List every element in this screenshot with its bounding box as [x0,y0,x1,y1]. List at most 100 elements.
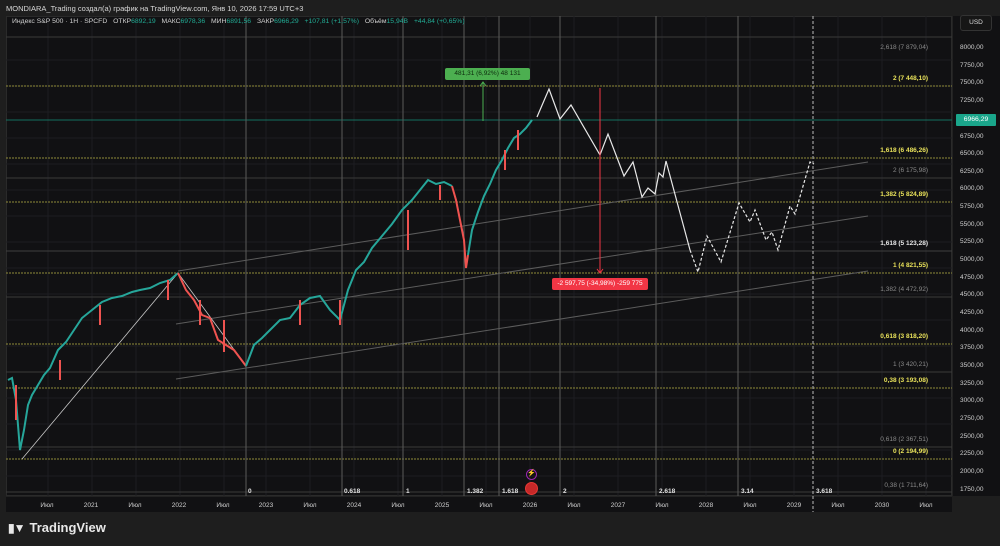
fib-time-label: 0.618 [344,488,361,495]
fib-time-label: 2 [563,488,567,495]
measure-down-badge[interactable]: -2 597,75 (-34,98%) -259 775 [552,278,648,290]
time-tick: 2022 [171,502,187,509]
bearish-candles [15,130,519,420]
time-tick: Июл [743,502,757,509]
time-tick: Июл [655,502,669,509]
price-tick: 1750,00 [960,486,984,493]
time-tick: 2028 [698,502,714,509]
fib-level-label: 2 (6 175,98) [892,167,928,174]
volume-change: +44,84 (+0,65%) [413,18,465,25]
volume-value: 15,94B [386,18,409,25]
trend-channel [175,161,869,380]
fib-level-label: 0,38 (1 711,64) [884,482,928,489]
fib-level-label: 0 (2 194,99) [892,448,928,455]
footer [0,512,1000,546]
projection-path-solid [536,87,691,251]
chart-header-title: MONDIARA_Trading создал(а) график на Tra… [0,0,1000,16]
price-tick: 4250,00 [960,309,984,316]
projection-path-dashed [689,161,815,275]
price-tick: 3000,00 [960,397,984,404]
time-tick: Июл [128,502,142,509]
fib-level-label: 1,618 (5 123,28) [880,240,928,247]
price-tick: 4500,00 [960,291,984,298]
fib-time-label: 1.618 [502,488,519,495]
current-price-label: 6966,29 [956,114,996,126]
price-tick: 8000,00 [960,44,984,51]
time-tick: Июл [303,502,317,509]
time-tick: Июл [479,502,493,509]
tradingview-logo-icon: ▮▼ [8,520,26,535]
fib-time-label: 3.14 [741,488,754,495]
fib-anchor-lines [21,272,247,460]
fib-time-label: 3.618 [816,488,833,495]
time-tick: 2027 [610,502,626,509]
fib-level-label: 0,618 (3 818,20) [880,333,928,340]
price-tick: 5250,00 [960,238,984,245]
change-value: +107,81 (+1,57%) [304,18,359,25]
price-tick: 6000,00 [960,185,984,192]
time-axis[interactable] [6,496,952,512]
close-value: 6966,29 [274,18,299,25]
fib-time-label: 2.618 [659,488,676,495]
time-tick: 2030 [874,502,890,509]
symbol-legend[interactable]: Индекс S&P 500 · 1H · SPCFD ОТКР6892,19 … [12,18,465,25]
us-flag-event-icon[interactable] [525,482,538,495]
volume-label: Объём [364,18,387,25]
time-tick: 2023 [258,502,274,509]
price-tick: 5750,00 [960,203,984,210]
price-tick: 2750,00 [960,415,984,422]
price-tick: 7250,00 [960,97,984,104]
time-tick: Июл [216,502,230,509]
time-tick: 2021 [83,502,99,509]
price-tick: 3750,00 [960,344,984,351]
time-tick: 2025 [434,502,450,509]
fib-level-label: 2 (7 448,10) [892,75,928,82]
time-tick: Июл [391,502,405,509]
high-label: МАКС [161,18,181,25]
low-value: 6891,56 [226,18,252,25]
measure-up-badge[interactable]: 481,31 (6,92%) 48 131 [445,68,530,80]
price-tick: 4750,00 [960,274,984,281]
fib-level-label: 1,382 (4 472,92) [880,286,928,293]
fib-time-label: 0 [248,488,252,495]
open-label: ОТКР [113,18,132,25]
lightning-event-icon[interactable]: ⚡ [526,469,537,480]
time-tick: Июл [831,502,845,509]
time-tick: Июл [567,502,581,509]
fib-levels [6,36,952,493]
grid-lines [6,16,952,496]
open-value: 6892,19 [131,18,156,25]
symbol-name: Индекс S&P 500 · 1H · SPCFD [12,18,108,25]
close-label: ЗАКР [256,18,275,25]
price-axis[interactable] [952,16,1000,496]
price-tick: 6250,00 [960,168,984,175]
tradingview-logo[interactable]: ▮▼ TradingView [8,520,106,535]
fib-level-label: 1 (3 420,21) [892,361,928,368]
price-tick: 2250,00 [960,450,984,457]
fib-level-label: 1,382 (5 824,89) [880,191,928,198]
fib-time-label: 1 [406,488,410,495]
price-tick: 6500,00 [960,150,984,157]
price-tick: 5000,00 [960,256,984,263]
price-tick: 2500,00 [960,433,984,440]
low-label: МИН [211,18,227,25]
fib-time-label: 1.382 [467,488,484,495]
price-tick: 3250,00 [960,380,984,387]
price-tick: 7500,00 [960,79,984,86]
time-tick: 2026 [522,502,538,509]
time-tick: Июл [40,502,54,509]
fib-level-label: 2,618 (7 879,04) [880,44,928,51]
price-tick: 4000,00 [960,327,984,334]
price-tick: 2000,00 [960,468,984,475]
fib-level-label: 1,618 (6 486,26) [880,147,928,154]
time-tick: 2024 [346,502,362,509]
price-series [7,272,179,451]
price-tick: 3500,00 [960,362,984,369]
currency-button[interactable]: USD [960,15,992,31]
price-tick: 6750,00 [960,133,984,140]
time-tick: 2029 [786,502,802,509]
fib-level-label: 0,618 (2 367,51) [880,436,928,443]
fib-level-label: 1 (4 821,55) [892,262,928,269]
fib-level-label: 0,38 (3 193,08) [883,377,928,384]
